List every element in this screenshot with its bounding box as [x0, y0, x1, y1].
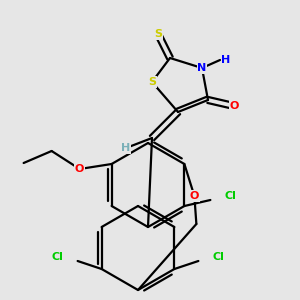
Text: S: S [154, 29, 162, 39]
Text: Cl: Cl [224, 191, 236, 201]
Text: N: N [197, 63, 207, 73]
Text: Cl: Cl [212, 252, 224, 262]
Text: S: S [148, 77, 156, 87]
Text: H: H [221, 55, 231, 65]
Text: O: O [229, 101, 239, 111]
Text: H: H [122, 143, 130, 153]
Text: O: O [190, 191, 199, 201]
Text: Cl: Cl [52, 252, 64, 262]
Text: O: O [75, 164, 84, 174]
